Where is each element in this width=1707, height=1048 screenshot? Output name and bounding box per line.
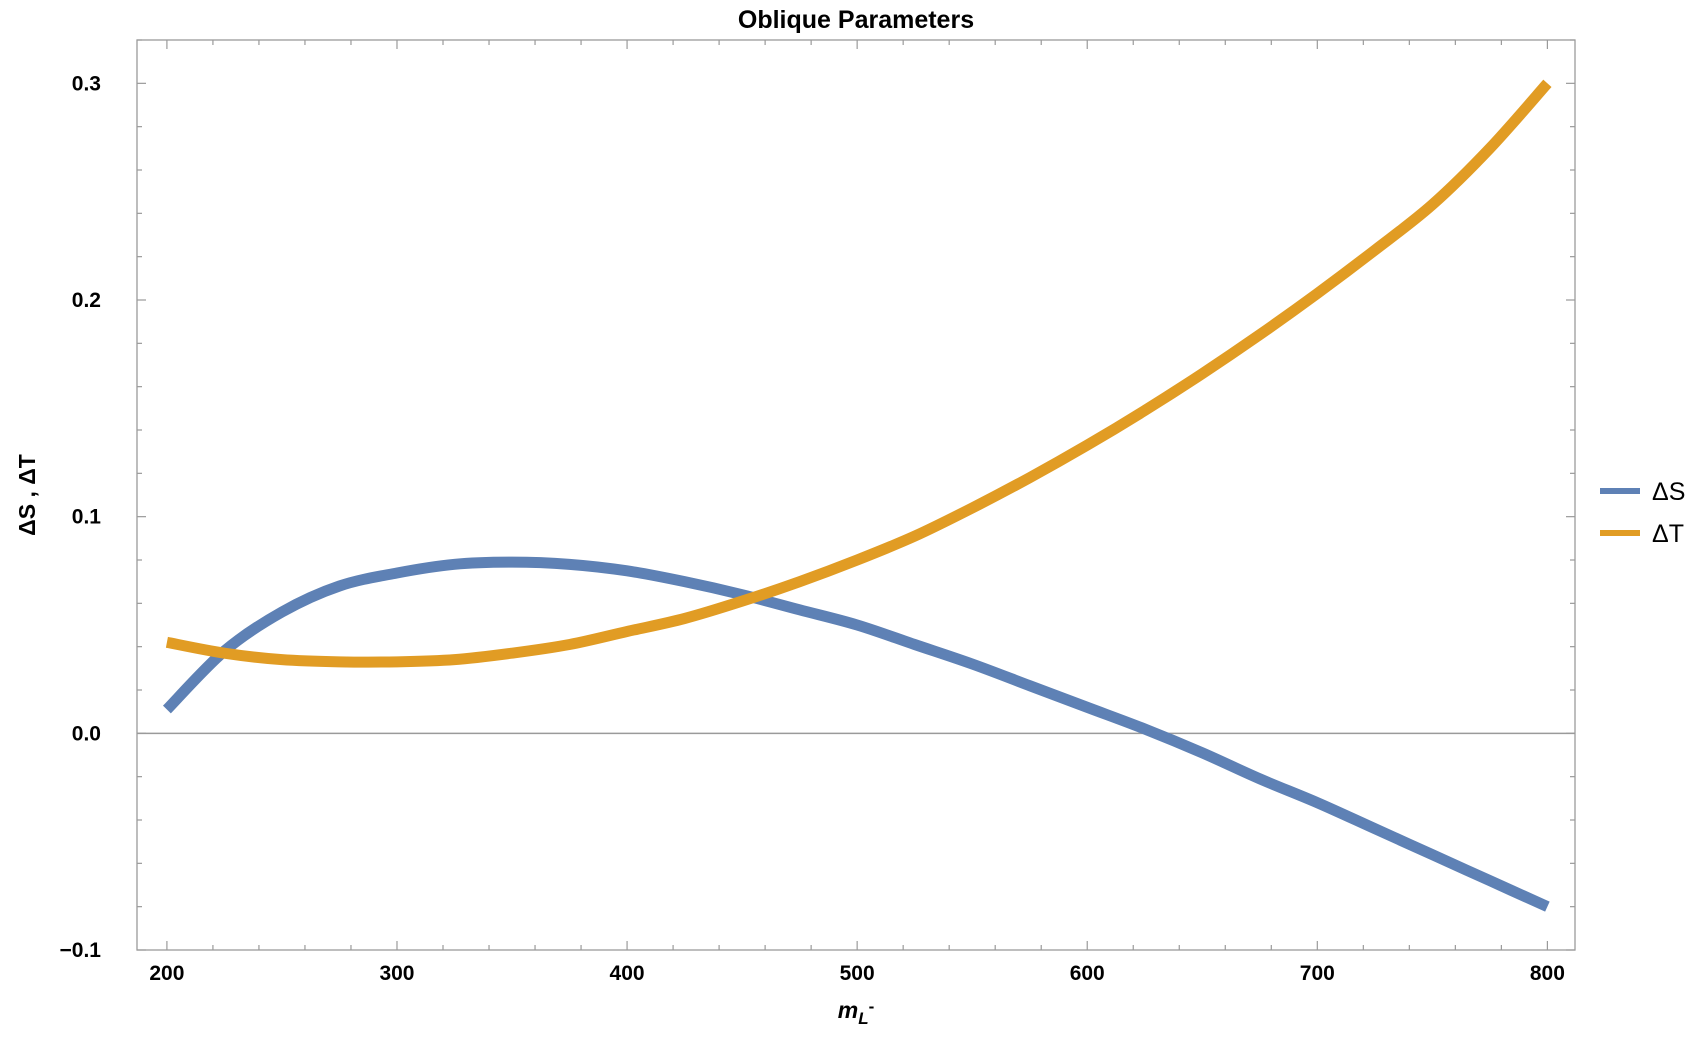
y-tick-label: 0.3 bbox=[72, 72, 101, 95]
labels-layer: 200 300 400 500 600 700 800 −0.1 0.0 0.1 0.2 0.3 Obl… bbox=[14, 6, 1565, 1028]
y-tick-label: 0.0 bbox=[72, 722, 101, 745]
x-axis-label: mL- bbox=[838, 997, 875, 1028]
x-tick-label: 400 bbox=[610, 962, 645, 985]
chart-title: Oblique Parameters bbox=[738, 6, 974, 34]
y-tick-label: 0.1 bbox=[72, 506, 102, 529]
x-tick-label: 600 bbox=[1070, 962, 1105, 985]
series-line-delta-s bbox=[162, 556, 1550, 912]
series-layer bbox=[162, 79, 1552, 912]
x-tick-label: 500 bbox=[840, 962, 875, 985]
y-tick-label: −0.1 bbox=[60, 939, 102, 962]
series-line-delta-t bbox=[165, 79, 1552, 668]
legend: ΔS ΔT bbox=[1600, 478, 1685, 548]
plot-frame bbox=[136, 39, 1576, 951]
y-axis-label: ΔS , ΔT bbox=[14, 454, 40, 536]
x-tick-label: 700 bbox=[1300, 962, 1335, 985]
legend-label: ΔT bbox=[1652, 520, 1684, 548]
legend-label: ΔS bbox=[1652, 478, 1685, 506]
axis-ticks-layer bbox=[137, 39, 1575, 951]
x-tick-label: 200 bbox=[149, 962, 184, 985]
x-tick-label: 800 bbox=[1530, 962, 1565, 985]
plot-frame-layer bbox=[136, 39, 1576, 951]
x-tick-label: 300 bbox=[379, 962, 414, 985]
y-tick-label: 0.2 bbox=[72, 289, 101, 312]
